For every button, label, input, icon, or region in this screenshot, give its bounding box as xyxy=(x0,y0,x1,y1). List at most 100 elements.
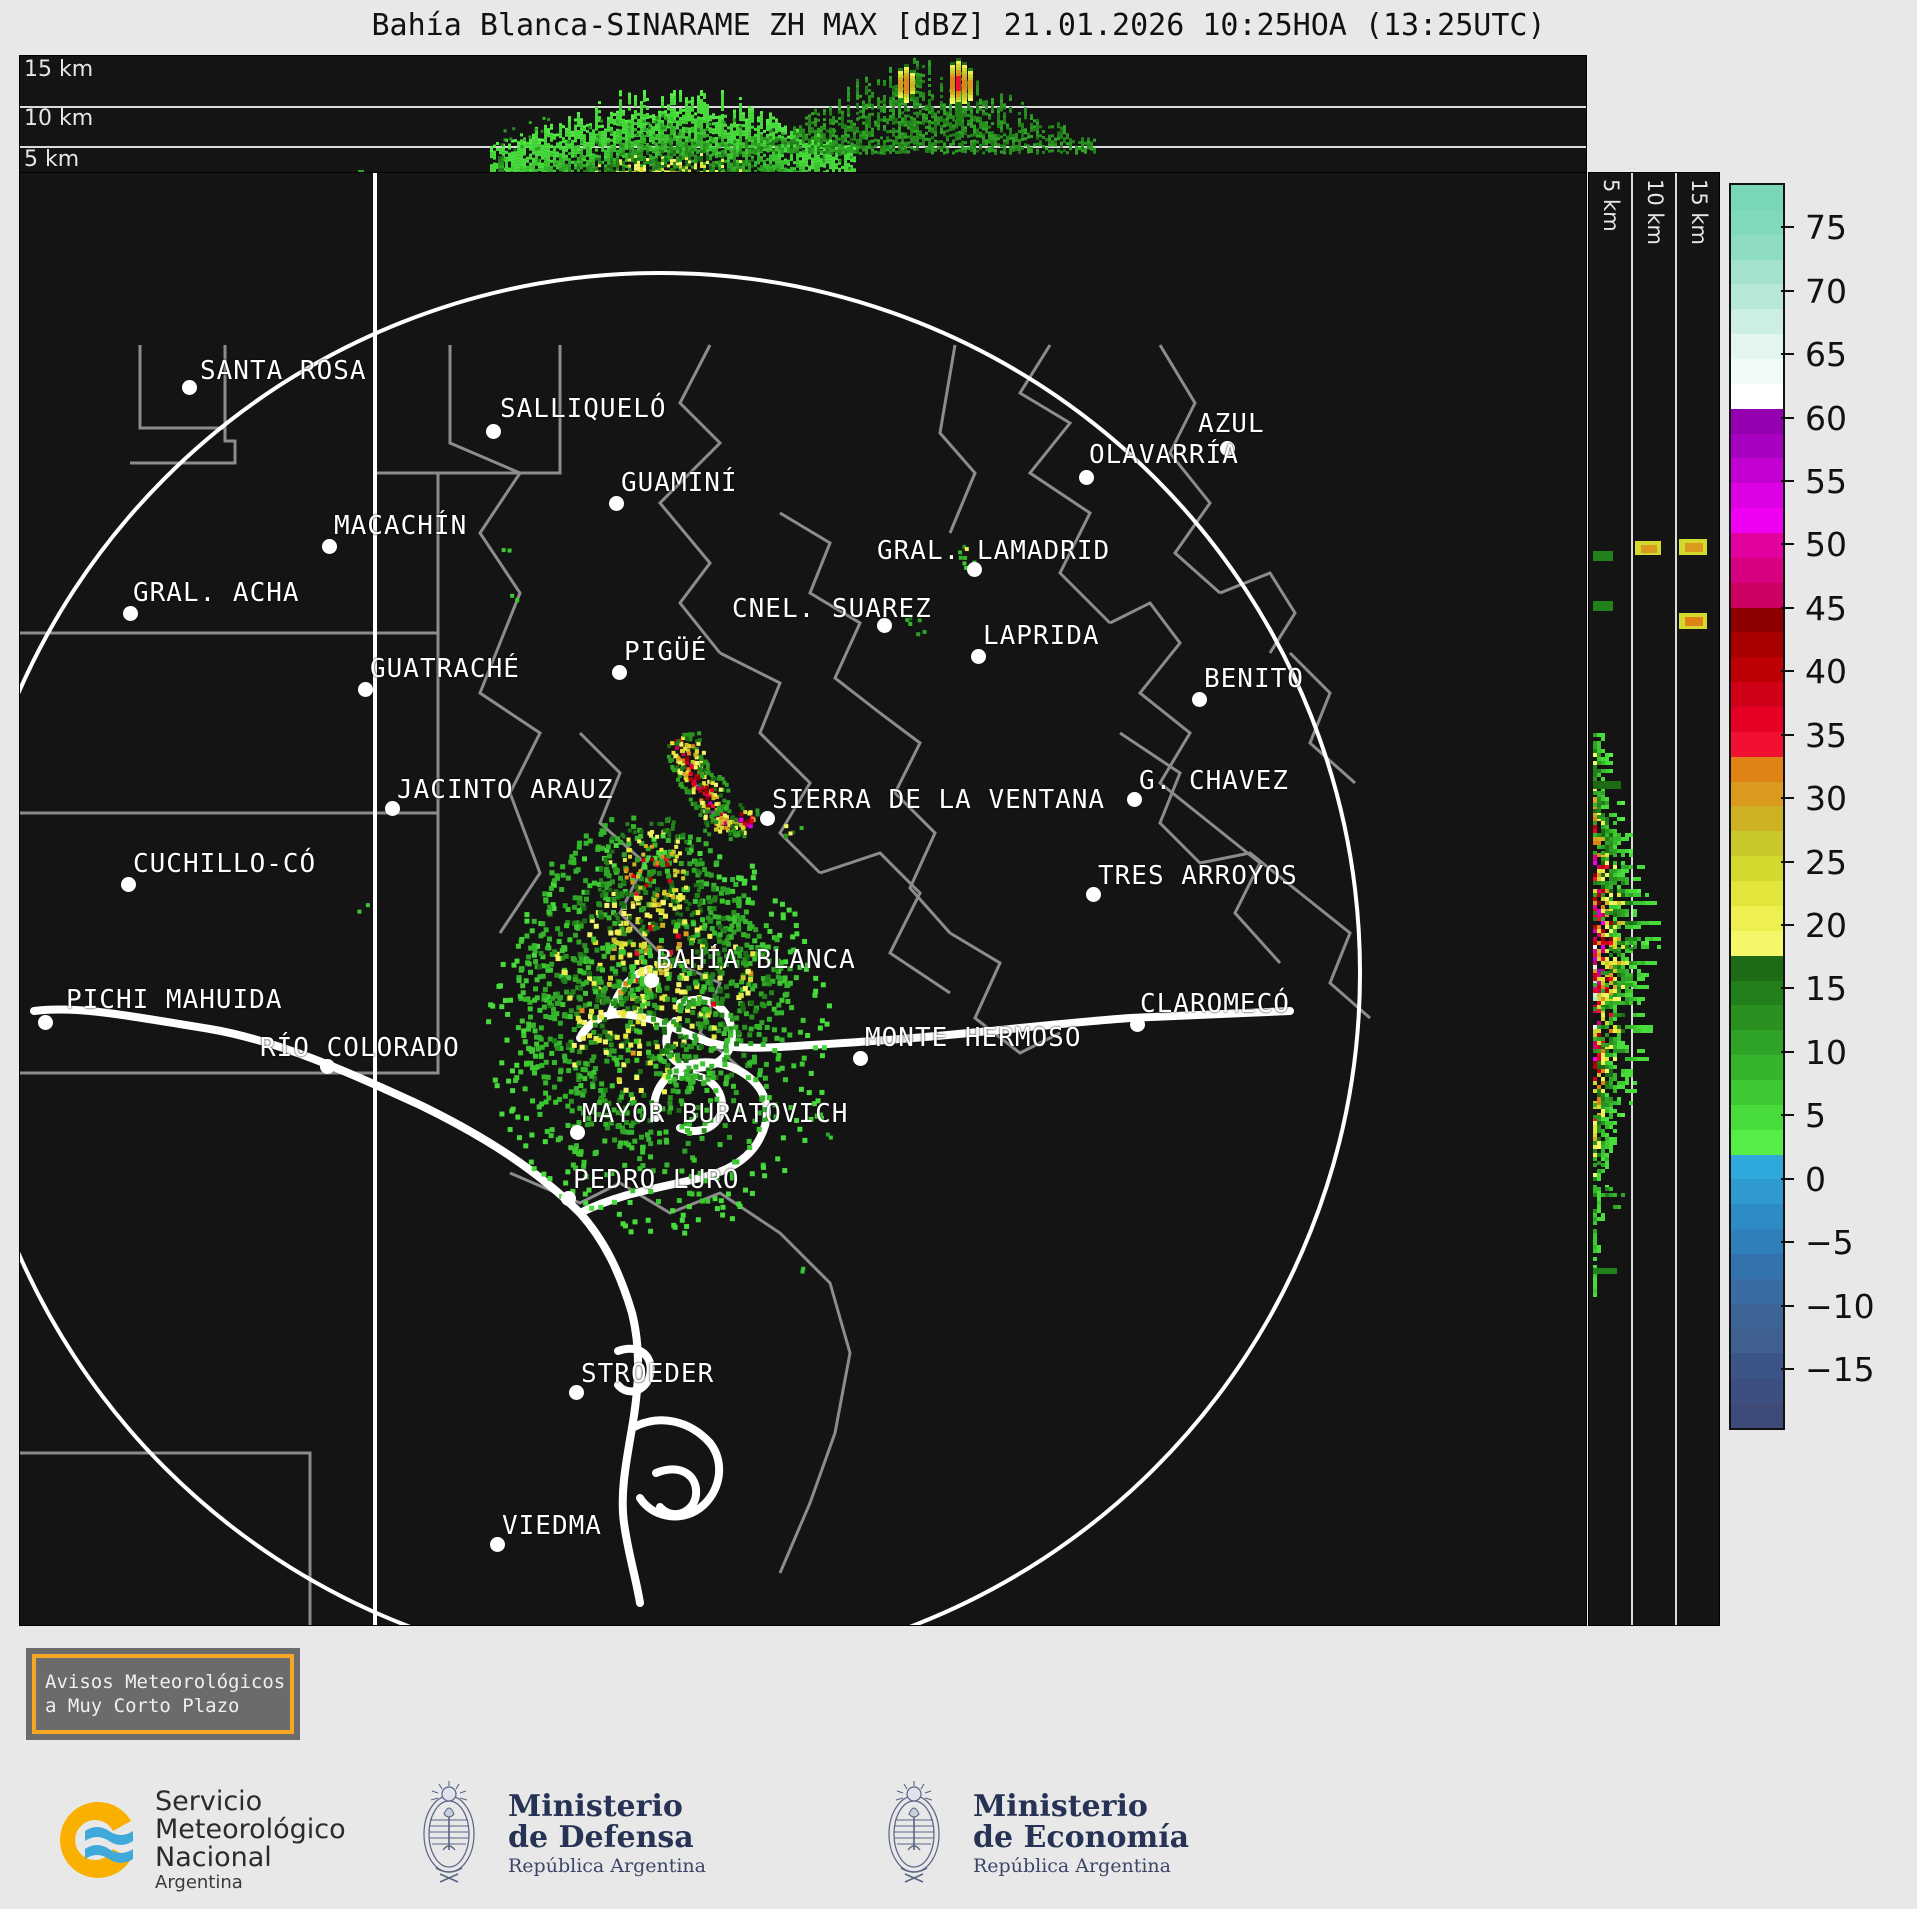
colorbar-segment xyxy=(1731,234,1783,260)
colorbar-segment xyxy=(1731,1328,1783,1354)
city-label: SIERRA DE LA VENTANA xyxy=(772,785,1106,815)
height-label-10km: 10 km xyxy=(24,106,94,131)
colorbar-segment xyxy=(1731,1403,1783,1428)
city-label: VIEDMA xyxy=(502,1511,602,1541)
colorbar-segment xyxy=(1731,1129,1783,1155)
city-dot-icon xyxy=(121,877,136,892)
colorbar-segment xyxy=(1731,259,1783,285)
colorbar-segment xyxy=(1731,557,1783,583)
colorbar-segment xyxy=(1731,657,1783,683)
city-label: GRAL. ACHA xyxy=(133,578,300,608)
smn-line-3: Nacional xyxy=(155,1841,272,1873)
warning-line-1: Avisos Meteorológicos xyxy=(45,1670,286,1693)
city-dot-icon xyxy=(182,380,197,395)
colorbar-segment xyxy=(1731,185,1783,210)
city-label: G. CHAVEZ xyxy=(1139,766,1289,796)
colorbar-segment xyxy=(1731,731,1783,757)
height-label-15km: 15 km xyxy=(24,57,94,82)
colorbar-segment xyxy=(1731,309,1783,335)
city-label: BENITO xyxy=(1204,664,1304,694)
city-label: MACACHÍN xyxy=(334,511,468,541)
city-label: AZUL xyxy=(1198,409,1265,439)
city-label: LAPRIDA xyxy=(983,621,1100,651)
logo-ministerio-defensa: Ministerio de Defensa República Argentin… xyxy=(410,1780,706,1888)
smn-sub: Argentina xyxy=(155,1872,243,1894)
defensa-sub: República Argentina xyxy=(508,1854,706,1877)
colorbar-segment xyxy=(1731,1353,1783,1379)
city-dot-icon xyxy=(320,1059,335,1074)
colorbar-segment xyxy=(1731,1154,1783,1180)
city-dot-icon xyxy=(877,618,892,633)
colorbar-tick: 25 xyxy=(1781,843,1911,882)
city-label: MONTE HERMOSO xyxy=(865,1023,1082,1053)
colorbar-segment xyxy=(1731,1030,1783,1056)
colorbar-segment xyxy=(1731,930,1783,956)
colorbar-segment xyxy=(1731,533,1783,558)
colorbar-segment xyxy=(1731,856,1783,882)
colorbar-segment xyxy=(1731,582,1783,608)
colorbar-tick: 5 xyxy=(1781,1096,1911,1135)
page-title: Bahía Blanca-SINARAME ZH MAX [dBZ] 21.01… xyxy=(371,8,1546,43)
city-dot-icon xyxy=(760,811,775,826)
city-dot-icon xyxy=(385,801,400,816)
city-label: CLAROMECÓ xyxy=(1140,989,1290,1019)
city-dot-icon xyxy=(1086,887,1101,902)
city-label: BAHÍA BLANCA xyxy=(656,945,856,975)
city-dot-icon xyxy=(38,1015,53,1030)
city-dot-icon xyxy=(490,1537,505,1552)
city-dot-icon xyxy=(358,682,373,697)
colorbar-segment xyxy=(1731,881,1783,906)
colorbar-segment xyxy=(1731,1005,1783,1031)
colorbar-tick: 65 xyxy=(1781,335,1911,374)
colorbar-tick: 70 xyxy=(1781,272,1911,311)
colorbar-tick: 0 xyxy=(1781,1160,1911,1199)
warning-line-2: a Muy Corto Plazo xyxy=(45,1695,240,1717)
colorbar-tick: 40 xyxy=(1781,652,1911,691)
city-label: OLAVARRÍA xyxy=(1089,440,1239,470)
city-dot-icon xyxy=(1079,470,1094,485)
colorbar-segment xyxy=(1731,831,1783,857)
colorbar-tick-labels: 75 70 65 60 55 50 45 40 35 30 25 20 15 10 5 0 −5 −10 −15 xyxy=(1781,183,1911,1426)
colorbar-segment xyxy=(1731,1079,1783,1105)
city-label: PICHI MAHUIDA xyxy=(66,985,283,1015)
colorbar-tick: 45 xyxy=(1781,589,1911,628)
colorbar-tick: −5 xyxy=(1781,1223,1911,1262)
city-label: GRAL. LAMADRID xyxy=(877,536,1111,566)
city-dot-icon xyxy=(322,539,337,554)
colorbar-segment xyxy=(1731,980,1783,1006)
city-label: CUCHILLO-CÓ xyxy=(133,849,317,879)
colorbar-segment xyxy=(1731,905,1783,931)
colorbar-tick: 55 xyxy=(1781,462,1911,501)
colorbar-segment xyxy=(1731,1055,1783,1080)
colorbar-segment xyxy=(1731,334,1783,360)
colorbar-segment xyxy=(1731,806,1783,832)
height-label-5km: 5 km xyxy=(24,147,80,172)
city-label: GUAMINÍ xyxy=(621,468,738,498)
height-line-5km-v xyxy=(1631,173,1633,1625)
radar-map-panel[interactable]: SANTA ROSA SALLIQUELÓ AZUL OLAVARRÍA GUAMINÍ… xyxy=(19,172,1587,1626)
colorbar-tick: 30 xyxy=(1781,779,1911,818)
defensa-line-1: Ministerio xyxy=(508,1788,683,1824)
colorbar-segment xyxy=(1731,1278,1783,1304)
colorbar-tick: 35 xyxy=(1781,716,1911,755)
colorbar-tick: 60 xyxy=(1781,399,1911,438)
colorbar-segment xyxy=(1731,383,1783,409)
city-dot-icon xyxy=(853,1051,868,1066)
smn-line-1: Servicio xyxy=(155,1786,263,1817)
colorbar-segment xyxy=(1731,1204,1783,1230)
colorbar-tick: 50 xyxy=(1781,525,1911,564)
colorbar-segment xyxy=(1731,1104,1783,1130)
colorbar-segment xyxy=(1731,607,1783,633)
smn-line-2: Meteorológico xyxy=(155,1813,346,1845)
city-label: STROEDER xyxy=(581,1359,715,1389)
warning-box[interactable]: Avisos Meteorológicos a Muy Corto Plazo xyxy=(26,1648,300,1740)
colorbar-segment xyxy=(1731,483,1783,509)
logo-bar: Servicio Meteorológico Nacional Argentin… xyxy=(0,1762,1917,1909)
city-label: TRES ARROYOS xyxy=(1098,861,1298,891)
city-dot-icon xyxy=(612,665,627,680)
coastline xyxy=(30,965,1294,1607)
colorbar-segment xyxy=(1731,682,1783,708)
colorbar-tick: 20 xyxy=(1781,906,1911,945)
city-dot-icon xyxy=(561,1191,576,1206)
economia-line-1: Ministerio xyxy=(973,1788,1148,1824)
